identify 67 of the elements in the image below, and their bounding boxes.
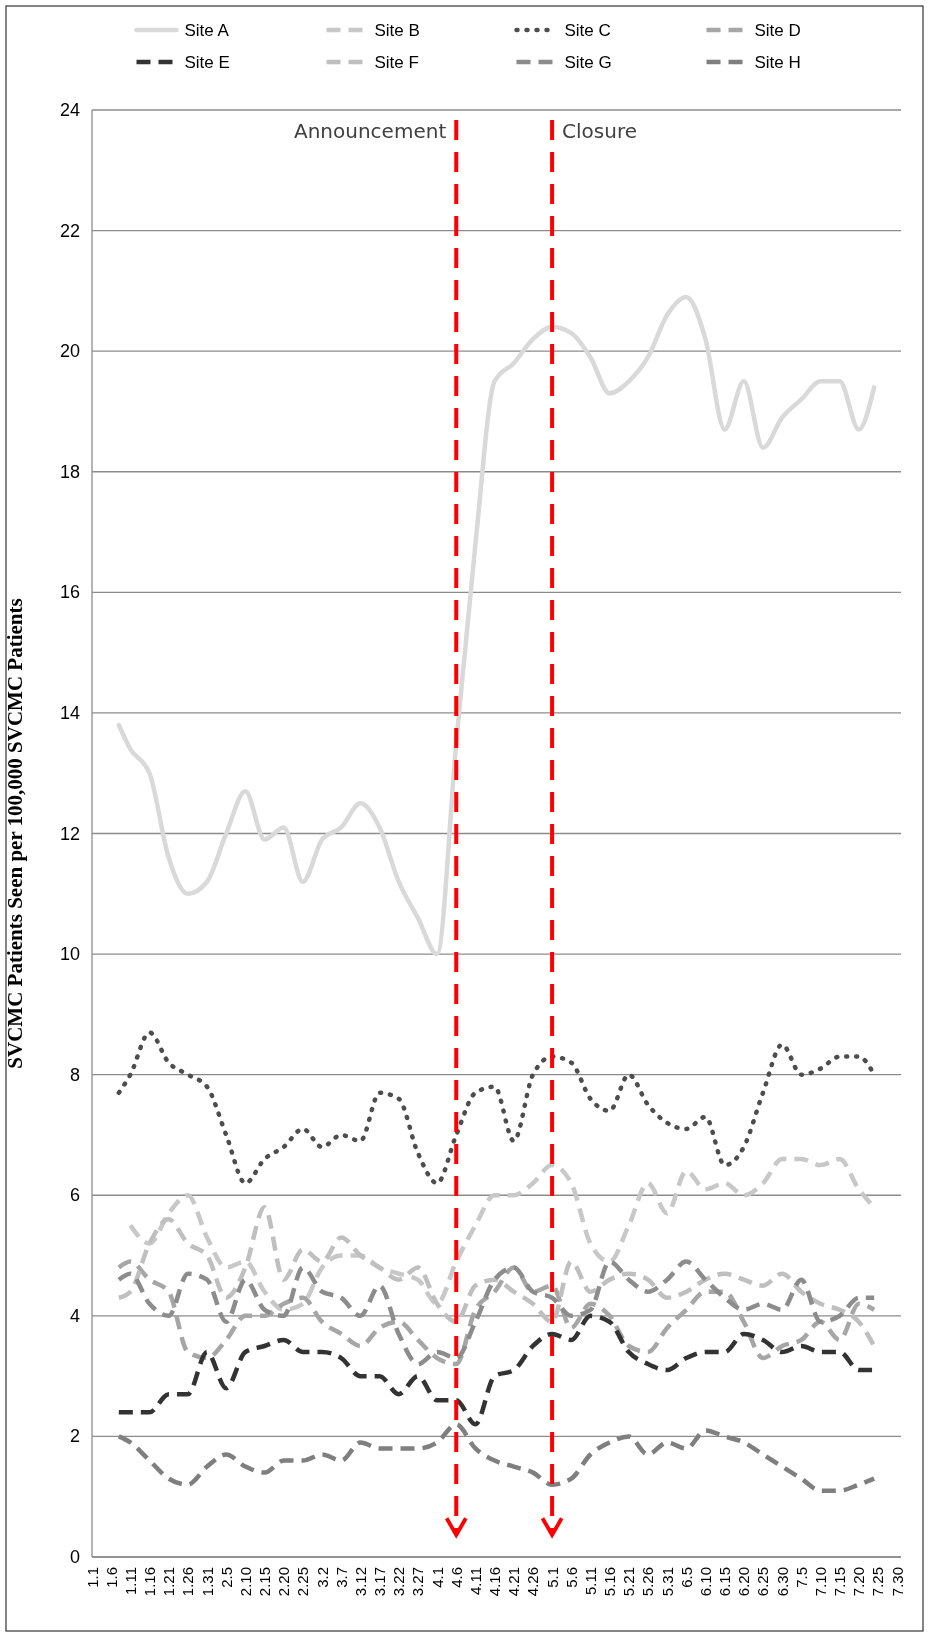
x-tick-label: 2.5 <box>217 1567 235 1588</box>
y-tick-label: 18 <box>59 461 80 482</box>
y-tick-label: 22 <box>59 220 80 241</box>
x-tick-label: 1.26 <box>179 1567 197 1597</box>
x-tick-label: 3.17 <box>371 1567 389 1597</box>
x-tick-label: 5.16 <box>601 1567 619 1597</box>
x-tick-label: 7.15 <box>831 1567 849 1597</box>
x-tick-label: 5.6 <box>562 1567 580 1588</box>
ref-line-label: Announcement <box>294 119 447 143</box>
x-tick-label: 4.16 <box>486 1567 504 1597</box>
x-tick-label: 7.20 <box>850 1567 868 1597</box>
y-tick-label: 14 <box>59 702 80 723</box>
ref-line-label: Closure <box>562 119 638 143</box>
legend-label: Site B <box>374 20 420 40</box>
legend-label: Site H <box>754 52 801 72</box>
y-tick-label: 2 <box>69 1426 80 1447</box>
y-tick-label: 8 <box>69 1064 80 1085</box>
x-tick-label: 5.11 <box>581 1567 599 1596</box>
x-tick-label: 1.6 <box>102 1567 120 1588</box>
x-tick-label: 5.1 <box>543 1567 561 1588</box>
x-tick-label: 3.22 <box>390 1567 408 1597</box>
x-tick-label: 4.26 <box>524 1567 542 1597</box>
y-tick-label: 6 <box>69 1185 80 1206</box>
x-tick-label: 7.5 <box>792 1567 810 1588</box>
x-tick-label: 2.25 <box>294 1567 312 1597</box>
y-tick-label: 0 <box>69 1547 80 1567</box>
x-tick-label: 7.10 <box>811 1567 829 1597</box>
x-tick-label: 7.30 <box>888 1567 906 1597</box>
x-tick-label: 6.20 <box>735 1567 753 1597</box>
x-tick-label: 1.16 <box>141 1567 159 1597</box>
x-tick-label: 2.10 <box>236 1567 254 1597</box>
y-axis-title: SVCMC Patients Seen per 100,000 SVCMC Patients <box>3 598 27 1069</box>
y-tick-label: 16 <box>59 582 80 603</box>
x-tick-label: 1.31 <box>198 1567 216 1597</box>
legend-label: Site F <box>374 52 419 72</box>
x-tick-label: 4.21 <box>505 1567 523 1597</box>
x-tick-label: 1.11 <box>121 1567 139 1596</box>
x-tick-label: 3.12 <box>351 1567 369 1597</box>
x-tick-label: 4.11 <box>466 1567 484 1596</box>
y-tick-label: 24 <box>59 100 80 120</box>
x-tick-label: 7.25 <box>869 1567 887 1597</box>
x-tick-label: 6.5 <box>677 1567 695 1588</box>
x-tick-label: 3.2 <box>313 1567 331 1588</box>
legend-label: Site G <box>564 52 612 72</box>
x-tick-label: 1.1 <box>83 1567 101 1588</box>
x-tick-label: 5.26 <box>639 1567 657 1597</box>
y-tick-label: 12 <box>59 823 80 844</box>
y-tick-label: 20 <box>59 341 80 362</box>
x-tick-label: 4.1 <box>428 1567 446 1588</box>
x-tick-label: 6.10 <box>696 1567 714 1597</box>
x-tick-label: 3.27 <box>409 1567 427 1597</box>
x-tick-label: 2.15 <box>256 1567 274 1597</box>
legend-label: Site E <box>184 52 230 72</box>
legend-label: Site D <box>754 20 801 40</box>
x-tick-label: 3.7 <box>332 1567 350 1588</box>
legend-label: Site C <box>564 20 611 40</box>
x-tick-label: 6.15 <box>716 1567 734 1597</box>
x-tick-label: 6.25 <box>754 1567 772 1597</box>
x-tick-label: 2.20 <box>275 1567 293 1597</box>
legend-label: Site A <box>184 20 230 40</box>
x-tick-label: 4.6 <box>447 1567 465 1588</box>
x-tick-label: 5.21 <box>620 1567 638 1597</box>
x-tick-label: 5.31 <box>658 1567 676 1597</box>
x-tick-label: 1.21 <box>160 1567 178 1597</box>
y-tick-label: 10 <box>59 944 80 965</box>
y-tick-label: 4 <box>69 1305 80 1326</box>
x-tick-label: 6.30 <box>773 1567 791 1597</box>
